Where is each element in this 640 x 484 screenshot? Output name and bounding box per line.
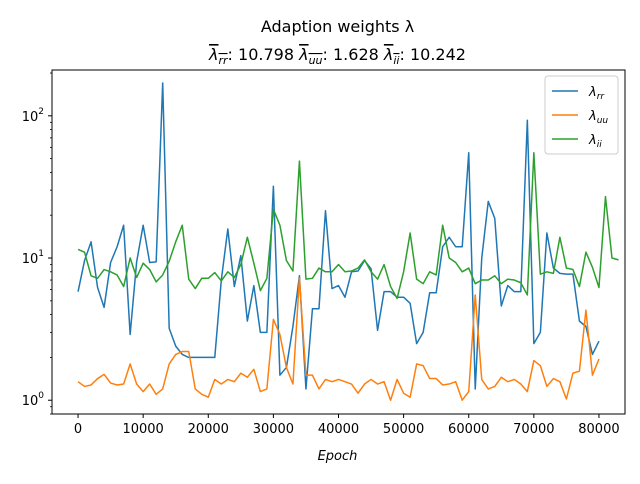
x-tick-label: 0: [74, 422, 82, 437]
legend-box: [544, 75, 619, 155]
legend-subscript: ii: [597, 140, 603, 150]
x-tick-label: 10000: [122, 422, 163, 437]
chart-title: Adaption weights λ: [261, 17, 414, 36]
chart-subtitle: λrr: 10.798 λuu: 1.628 λii: 10.242: [208, 45, 466, 67]
y-tick-label: 100: [22, 391, 45, 409]
subtitle-value: : 1.628: [323, 45, 384, 64]
x-tick-label: 20000: [188, 422, 229, 437]
y-tick-label: 101: [22, 249, 44, 267]
legend-symbol: λ: [588, 85, 597, 100]
x-tick-label: 40000: [318, 422, 359, 437]
subtitle-subscript: uu: [309, 54, 323, 67]
x-tick-label: 60000: [448, 422, 489, 437]
subtitle-text: λrr: 10.798 λuu: 1.628 λii: 10.242: [208, 45, 466, 67]
subtitle-value: : 10.798: [228, 45, 300, 64]
series-line-ii: [77, 151, 619, 300]
y-tick-exponent: 2: [38, 107, 44, 117]
x-axis-ticks: 0 10000 20000 30000 40000 50000 60000 70000 8000…: [74, 414, 620, 437]
subtitle-subscript: ii: [393, 54, 399, 67]
y-tick-base: 10: [22, 252, 39, 267]
y-tick-exponent: 1: [38, 249, 44, 259]
x-tick-label: 30000: [253, 422, 294, 437]
x-tick-label: 70000: [513, 422, 554, 437]
series-lines: [77, 82, 619, 401]
legend-symbol: λ: [588, 133, 597, 148]
y-tick-base: 10: [22, 110, 39, 125]
axes-frame: [51, 69, 626, 415]
series-line-uu: [77, 277, 600, 401]
legend-label: λuu: [588, 109, 608, 126]
subtitle-subscript: rr: [219, 54, 230, 67]
legend-label: λrr: [588, 85, 605, 102]
y-tick-base: 10: [22, 394, 39, 409]
legend-label: λii: [588, 133, 602, 150]
y-tick-exponent: 0: [38, 391, 44, 401]
x-tick-label: 80000: [578, 422, 619, 437]
series-line-rr: [77, 82, 600, 390]
subtitle-symbol: λ: [208, 45, 218, 64]
legend-symbol: λ: [588, 109, 597, 124]
x-tick-label: 50000: [383, 422, 424, 437]
x-axis-label: Epoch: [318, 449, 358, 464]
legend-subscript: rr: [597, 92, 606, 102]
y-tick-label: 102: [22, 107, 44, 125]
subtitle-symbol: λ: [383, 45, 393, 64]
legend-subscript: uu: [597, 116, 609, 126]
plot-frame: [51, 69, 626, 415]
subtitle-value: : 10.242: [399, 45, 465, 64]
subtitle-symbol: λ: [298, 45, 308, 64]
